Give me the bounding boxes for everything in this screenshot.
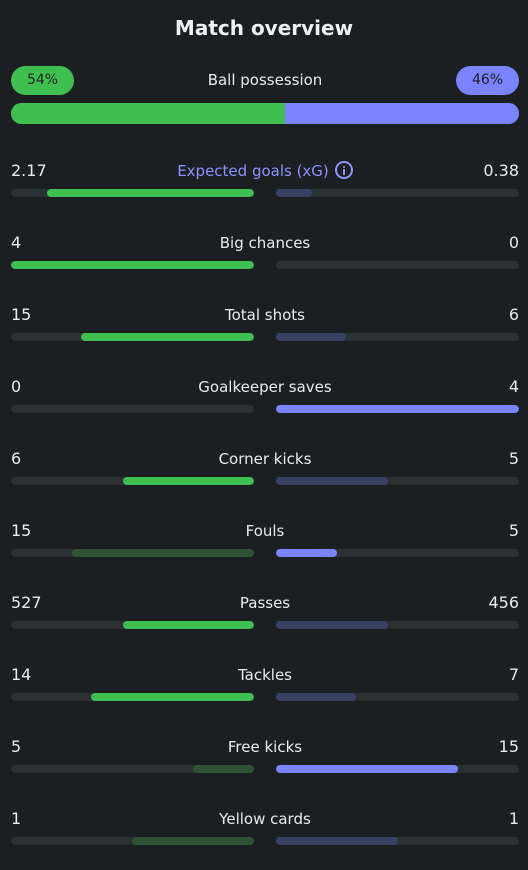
home-stat-bar: [11, 405, 254, 413]
home-stat-bar: [11, 549, 254, 557]
away-possession-fill: [285, 103, 519, 124]
home-stat-bar: [11, 333, 254, 341]
home-stat-bar: [11, 477, 254, 485]
possession-bar: [11, 103, 519, 124]
away-stat-bar: [276, 333, 519, 341]
stat-row: 14 Tackles 7: [11, 664, 519, 708]
stat-label: Goalkeeper saves: [198, 378, 332, 396]
home-stat-value: 2.17: [11, 161, 47, 180]
page-title: Match overview: [174, 16, 354, 40]
away-stat-bar: [276, 621, 519, 629]
stat-label-wrap: Yellow cards: [11, 808, 519, 830]
stat-label: Yellow cards: [219, 810, 311, 828]
away-possession-badge: 46%: [456, 66, 519, 95]
home-stat-value: 1: [11, 809, 22, 828]
away-stat-bar-fill: [276, 837, 398, 845]
stat-label-wrap: Passes: [11, 592, 519, 614]
home-stat-bar: [11, 621, 254, 629]
away-stat-bar-fill: [276, 405, 519, 413]
stat-label-wrap: Fouls: [11, 520, 519, 542]
away-stat-value: 1: [508, 809, 519, 828]
away-stat-value: 7: [508, 665, 519, 684]
away-stat-bar: [276, 837, 519, 845]
home-stat-bar: [11, 837, 254, 845]
away-stat-value: 456: [488, 593, 519, 612]
possession-label: Ball possession: [207, 71, 323, 89]
home-stat-value: 15: [11, 305, 32, 324]
home-stat-bar-fill: [72, 549, 254, 557]
home-stat-bar: [11, 765, 254, 773]
stat-row: 4 Big chances 0: [11, 232, 519, 276]
stat-row: 2.17 Expected goals (xG) 0.38: [11, 160, 519, 204]
stat-label-wrap: Goalkeeper saves: [11, 376, 519, 398]
home-stat-bar: [11, 261, 254, 269]
stat-label-wrap: Corner kicks: [11, 448, 519, 470]
home-possession-fill: [11, 103, 285, 124]
away-stat-bar: [276, 477, 519, 485]
stat-row: 1 Yellow cards 1: [11, 808, 519, 852]
away-stat-bar: [276, 261, 519, 269]
home-stat-value: 14: [11, 665, 32, 684]
stat-label-wrap[interactable]: Expected goals (xG): [11, 160, 519, 182]
away-stat-value: 15: [498, 737, 519, 756]
stat-label-wrap: Big chances: [11, 232, 519, 254]
home-stat-bar: [11, 189, 254, 197]
home-stat-bar-fill: [91, 693, 254, 701]
stat-label: Expected goals (xG): [177, 162, 329, 180]
stat-row: 6 Corner kicks 5: [11, 448, 519, 492]
home-stat-bar-fill: [81, 333, 254, 341]
home-stat-value: 4: [11, 233, 22, 252]
away-stat-bar: [276, 189, 519, 197]
away-stat-bar: [276, 549, 519, 557]
home-stat-bar: [11, 693, 254, 701]
away-stat-bar-fill: [276, 189, 312, 197]
home-stat-bar-fill: [11, 261, 254, 269]
stat-label: Corner kicks: [218, 450, 312, 468]
stat-label: Big chances: [219, 234, 311, 252]
away-stat-bar: [276, 765, 519, 773]
away-stat-value: 5: [508, 449, 519, 468]
away-stat-bar-fill: [276, 693, 356, 701]
stat-label: Total shots: [225, 306, 305, 324]
stat-label: Passes: [239, 594, 291, 612]
stat-label: Free kicks: [227, 738, 303, 756]
away-stat-bar: [276, 405, 519, 413]
home-stat-value: 5: [11, 737, 22, 756]
home-stat-value: 527: [11, 593, 42, 612]
home-stat-bar-fill: [47, 189, 254, 197]
away-stat-bar-fill: [276, 621, 388, 629]
possession-row: Ball possession 54% 46%: [11, 66, 519, 95]
away-stat-value: 0: [508, 233, 519, 252]
stat-row: 15 Total shots 6: [11, 304, 519, 348]
stat-label-wrap: Tackles: [11, 664, 519, 686]
stat-label-wrap: Free kicks: [11, 736, 519, 758]
info-icon[interactable]: [334, 161, 353, 179]
stat-row: 527 Passes 456: [11, 592, 519, 636]
away-stat-bar-fill: [276, 333, 346, 341]
away-stat-bar-fill: [276, 549, 337, 557]
home-possession-badge: 54%: [11, 66, 74, 95]
home-stat-value: 0: [11, 377, 22, 396]
away-stat-bar-fill: [276, 477, 388, 485]
home-stat-value: 6: [11, 449, 22, 468]
away-stat-bar: [276, 693, 519, 701]
stat-label: Tackles: [237, 666, 293, 684]
stat-row: 5 Free kicks 15: [11, 736, 519, 780]
away-stat-bar-fill: [276, 765, 458, 773]
stat-label: Fouls: [245, 522, 285, 540]
home-stat-bar-fill: [123, 477, 254, 485]
home-stat-value: 15: [11, 521, 32, 540]
stat-row: 15 Fouls 5: [11, 520, 519, 564]
home-stat-bar-fill: [123, 621, 254, 629]
away-stat-value: 0.38: [483, 161, 519, 180]
away-stat-value: 5: [508, 521, 519, 540]
away-stat-value: 6: [508, 305, 519, 324]
stat-row: 0 Goalkeeper saves 4: [11, 376, 519, 420]
stat-label-wrap: Total shots: [11, 304, 519, 326]
away-stat-value: 4: [508, 377, 519, 396]
home-stat-bar-fill: [193, 765, 254, 773]
home-stat-bar-fill: [132, 837, 254, 845]
